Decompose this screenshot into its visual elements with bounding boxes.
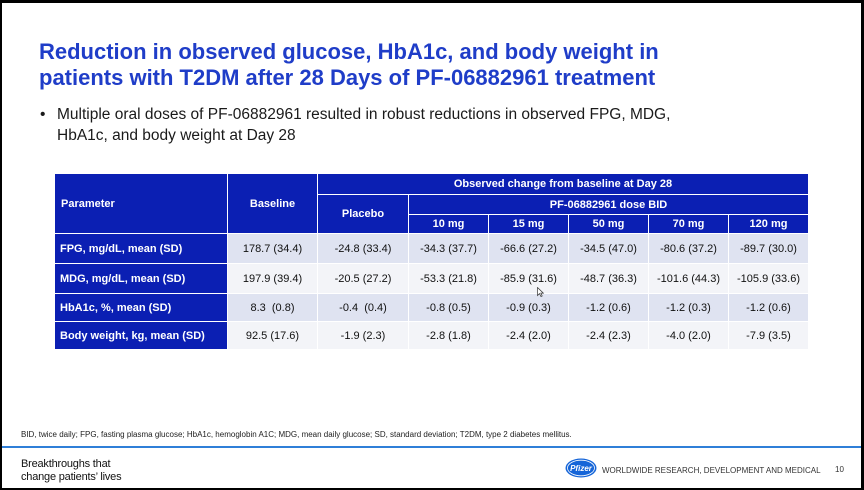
- header-dose: 120 mg: [729, 215, 809, 234]
- value-cell: -53.3 (21.8): [409, 264, 489, 294]
- header-dose: 70 mg: [649, 215, 729, 234]
- results-table: Parameter Baseline Observed change from …: [55, 174, 809, 350]
- value-cell: -48.7 (36.3): [569, 264, 649, 294]
- header-placebo: Placebo: [318, 195, 409, 234]
- page-number: 10: [835, 465, 844, 474]
- tagline-line-1: Breakthroughs that: [21, 458, 111, 470]
- value-cell: -0.8 (0.5): [409, 294, 489, 322]
- header-dose: 50 mg: [569, 215, 649, 234]
- header-dose: 10 mg: [409, 215, 489, 234]
- placebo-cell: -20.5 (27.2): [318, 264, 409, 294]
- value-cell: -0.9 (0.3): [489, 294, 569, 322]
- value-cell: -4.0 (2.0): [649, 322, 729, 350]
- placebo-cell: -0.4 (0.4): [318, 294, 409, 322]
- tagline-line-2: change patients’ lives: [21, 471, 122, 483]
- mouse-pointer-icon: [537, 287, 544, 297]
- org-name: WORLDWIDE RESEARCH, DEVELOPMENT AND MEDI…: [602, 466, 821, 475]
- title-line-2: patients with T2DM after 28 Days of PF-0…: [39, 65, 656, 90]
- baseline-cell: 92.5 (17.6): [228, 322, 318, 350]
- baseline-cell: 178.7 (34.4): [228, 234, 318, 264]
- value-cell: -66.6 (27.2): [489, 234, 569, 264]
- value-cell: -80.6 (37.2): [649, 234, 729, 264]
- header-parameter: Parameter: [55, 174, 228, 234]
- value-cell: -89.7 (30.0): [729, 234, 809, 264]
- slide-title: Reduction in observed glucose, HbA1c, an…: [39, 39, 839, 91]
- bullet-line-2: HbA1c, and body weight at Day 28: [57, 127, 296, 144]
- value-cell: -1.2 (0.6): [729, 294, 809, 322]
- value-cell: -2.4 (2.3): [569, 322, 649, 350]
- slide: Reduction in observed glucose, HbA1c, an…: [2, 3, 861, 488]
- placebo-cell: -1.9 (2.3): [318, 322, 409, 350]
- value-cell: -85.9 (31.6): [489, 264, 569, 294]
- table-row: Body weight, kg, mean (SD) 92.5 (17.6) -…: [55, 322, 809, 350]
- bullet-marker: •: [40, 106, 46, 123]
- value-cell: -1.2 (0.6): [569, 294, 649, 322]
- placebo-cell: -24.8 (33.4): [318, 234, 409, 264]
- row-label: FPG, mg/dL, mean (SD): [55, 234, 228, 264]
- value-cell: -105.9 (33.6): [729, 264, 809, 294]
- header-dose: 15 mg: [489, 215, 569, 234]
- footer-divider: [2, 446, 861, 448]
- baseline-cell: 197.9 (39.4): [228, 264, 318, 294]
- table-row: FPG, mg/dL, mean (SD) 178.7 (34.4) -24.8…: [55, 234, 809, 264]
- footnote: BID, twice daily; FPG, fasting plasma gl…: [21, 430, 572, 439]
- baseline-cell: 8.3 (0.8): [228, 294, 318, 322]
- value-cell: -101.6 (44.3): [649, 264, 729, 294]
- value-cell: -34.5 (47.0): [569, 234, 649, 264]
- value-cell: -1.2 (0.3): [649, 294, 729, 322]
- logo-text: Pfizer: [570, 464, 593, 473]
- table-row: HbA1c, %, mean (SD) 8.3 (0.8) -0.4 (0.4)…: [55, 294, 809, 322]
- row-label: Body weight, kg, mean (SD): [55, 322, 228, 350]
- header-dose-group: PF-06882961 dose BID: [409, 195, 809, 215]
- bullet-line-1: Multiple oral doses of PF-06882961 resul…: [57, 106, 671, 123]
- tagline: Breakthroughs that change patients’ live…: [21, 458, 122, 484]
- header-baseline: Baseline: [228, 174, 318, 234]
- title-line-1: Reduction in observed glucose, HbA1c, an…: [39, 39, 659, 64]
- value-cell: -7.9 (3.5): [729, 322, 809, 350]
- row-label: MDG, mg/dL, mean (SD): [55, 264, 228, 294]
- row-label: HbA1c, %, mean (SD): [55, 294, 228, 322]
- pfizer-logo-icon: Pfizer: [565, 458, 597, 478]
- bullet-text: Multiple oral doses of PF-06882961 resul…: [57, 104, 817, 146]
- header-observed-change: Observed change from baseline at Day 28: [318, 174, 809, 195]
- value-cell: -2.4 (2.0): [489, 322, 569, 350]
- value-cell: -2.8 (1.8): [409, 322, 489, 350]
- value-cell: -34.3 (37.7): [409, 234, 489, 264]
- table-row: MDG, mg/dL, mean (SD) 197.9 (39.4) -20.5…: [55, 264, 809, 294]
